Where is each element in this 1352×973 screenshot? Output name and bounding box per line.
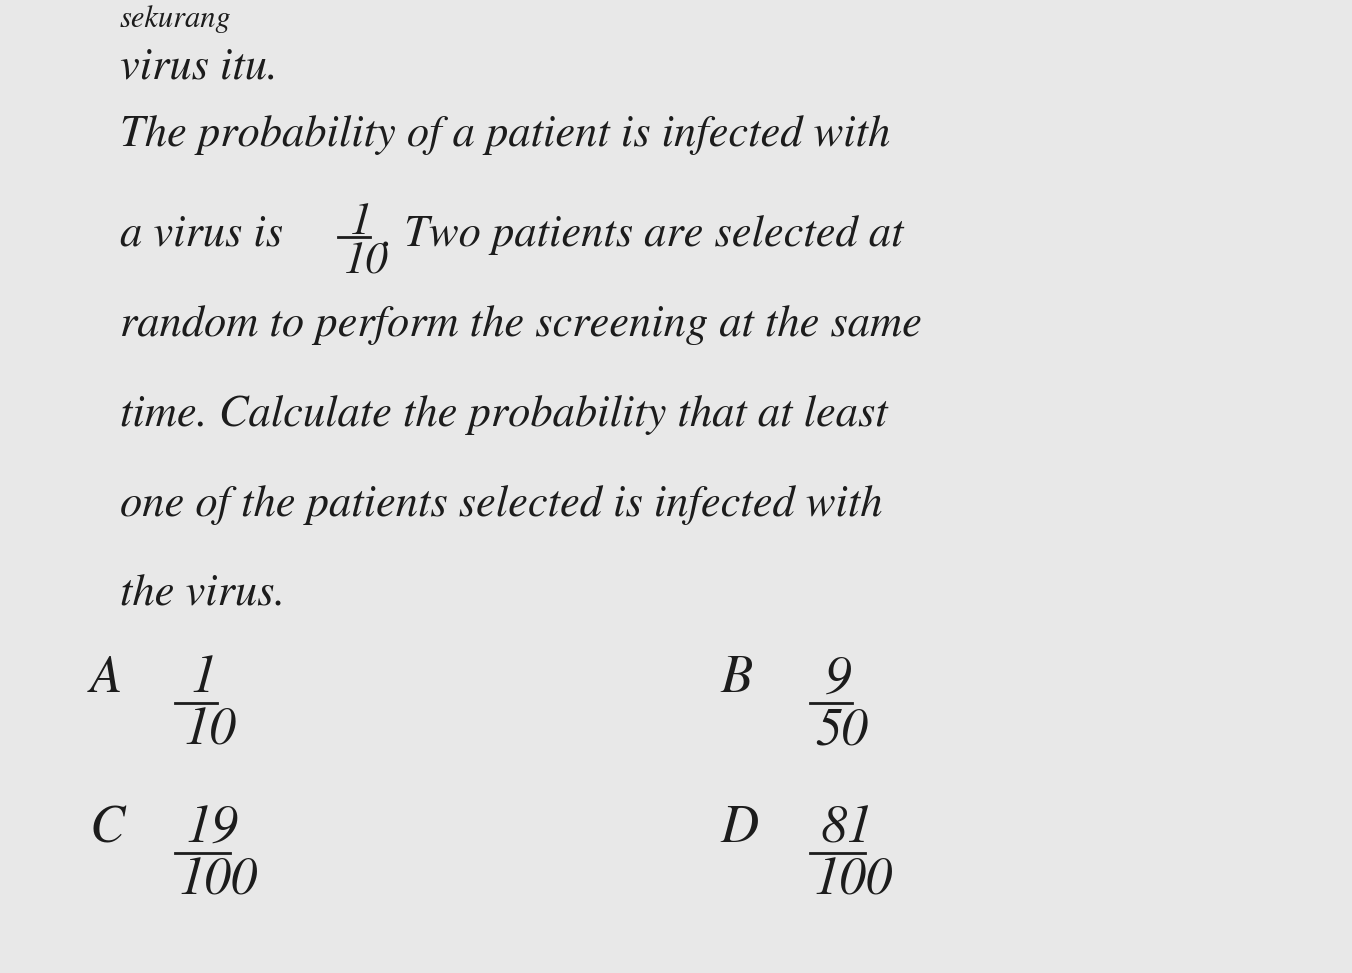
Text: 1: 1 [350, 203, 372, 243]
Text: The probability of a patient is infected with: The probability of a patient is infected… [120, 115, 890, 155]
Text: a virus is: a virus is [120, 215, 295, 255]
Text: 81: 81 [821, 805, 873, 853]
Text: random to perform the screening at the same: random to perform the screening at the s… [120, 305, 922, 345]
Text: A: A [91, 655, 122, 703]
Text: 10: 10 [343, 243, 388, 283]
Text: 9: 9 [825, 655, 852, 703]
Text: 100: 100 [813, 857, 892, 905]
Text: 10: 10 [183, 707, 235, 755]
Text: 100: 100 [178, 857, 257, 905]
Text: 1: 1 [191, 655, 216, 703]
Text: D: D [721, 805, 758, 853]
Text: C: C [91, 805, 126, 853]
Text: sekurang: sekurang [120, 5, 231, 33]
Text: 19: 19 [185, 805, 238, 853]
Text: one of the patients selected is infected with: one of the patients selected is infected… [120, 485, 883, 525]
Text: 50: 50 [815, 707, 868, 755]
Text: . Two patients are selected at: . Two patients are selected at [383, 215, 903, 255]
Text: B: B [721, 655, 752, 703]
Text: virus itu.: virus itu. [120, 48, 279, 88]
Text: the virus.: the virus. [120, 575, 285, 615]
Text: time. Calculate the probability that at least: time. Calculate the probability that at … [120, 395, 888, 435]
